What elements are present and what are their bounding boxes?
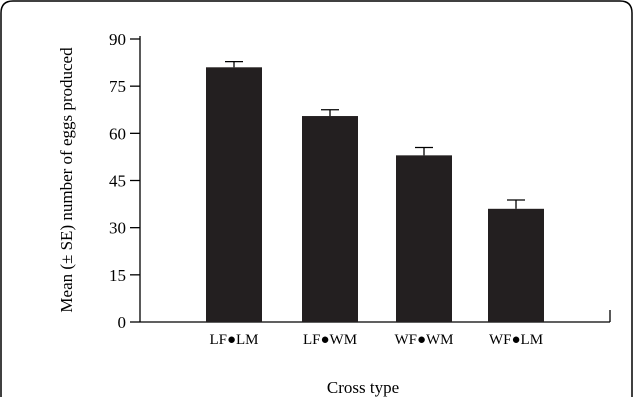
error-bars	[225, 60, 525, 209]
y-tick-label: 75	[109, 77, 126, 96]
y-ticks: 0 15 30 45 60 75 90	[109, 30, 140, 332]
x-tick-label: WF●LM	[489, 332, 543, 348]
x-tick-label: WF●WM	[394, 332, 453, 348]
x-tick-label: LF●WM	[303, 332, 357, 348]
y-tick-label: 15	[109, 266, 126, 285]
y-tick-label: 0	[118, 313, 127, 332]
y-tick-label: 90	[109, 30, 126, 49]
bars	[206, 67, 544, 323]
x-axis-label: Cross type	[327, 378, 399, 397]
bar	[206, 67, 262, 322]
bar	[488, 208, 544, 322]
y-tick-label: 45	[109, 172, 126, 191]
x-tick-labels: LF●LM LF●WM WF●WM WF●LM	[209, 332, 543, 348]
y-tick-label: 60	[109, 124, 126, 143]
x-tick-label: LF●LM	[209, 332, 258, 348]
y-tick-label: 30	[109, 219, 126, 238]
bar	[302, 116, 358, 323]
bar	[396, 155, 452, 322]
y-axis-label: Mean (± SE) number of eggs produced	[57, 47, 76, 313]
